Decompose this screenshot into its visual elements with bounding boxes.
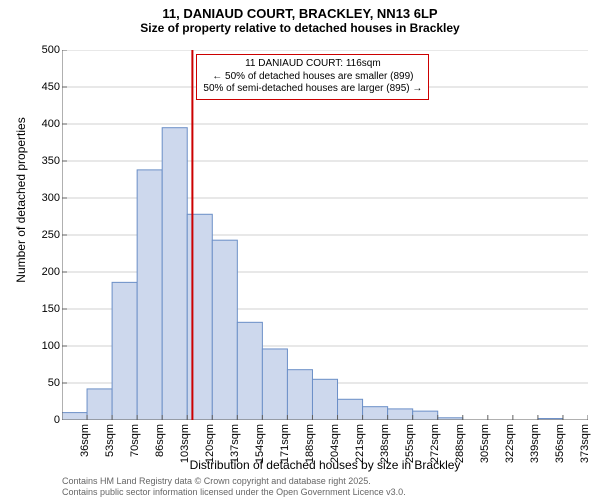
- y-tick-label: 0: [32, 414, 60, 426]
- info-box: 11 DANIAUD COURT: 116sqm ← 50% of detach…: [196, 54, 429, 100]
- x-tick-label: 70sqm: [129, 424, 141, 457]
- x-tick-label: 305sqm: [479, 424, 491, 463]
- info-line-3: 50% of semi-detached houses are larger (…: [203, 83, 422, 96]
- y-tick-label: 350: [32, 155, 60, 167]
- y-ticks: 050100150200250300350400450500: [32, 50, 60, 420]
- x-tick-label: 86sqm: [154, 424, 166, 457]
- y-tick-label: 400: [32, 118, 60, 130]
- footer: Contains HM Land Registry data © Crown c…: [62, 476, 406, 498]
- x-tick-label: 322sqm: [504, 424, 516, 463]
- x-tick-label: 154sqm: [254, 424, 266, 463]
- chart-container: 11, DANIAUD COURT, BRACKLEY, NN13 6LP Si…: [0, 0, 600, 500]
- x-tick-label: 103sqm: [179, 424, 191, 463]
- y-tick-label: 100: [32, 340, 60, 352]
- info-line-2: ← 50% of detached houses are smaller (89…: [203, 71, 422, 84]
- x-tick-label: 204sqm: [329, 424, 341, 463]
- y-tick-label: 200: [32, 266, 60, 278]
- y-axis-label: Number of detached properties: [14, 80, 28, 320]
- y-tick-label: 450: [32, 81, 60, 93]
- x-tick-label: 288sqm: [454, 424, 466, 463]
- x-tick-label: 188sqm: [304, 424, 316, 463]
- x-tick-label: 171sqm: [279, 424, 291, 463]
- x-tick-label: 137sqm: [229, 424, 241, 463]
- x-tick-label: 373sqm: [579, 424, 591, 463]
- plot-area: 11 DANIAUD COURT: 116sqm ← 50% of detach…: [62, 50, 588, 420]
- x-tick-label: 255sqm: [404, 424, 416, 463]
- x-tick-label: 339sqm: [529, 424, 541, 463]
- x-tick-label: 53sqm: [104, 424, 116, 457]
- x-tick-label: 221sqm: [354, 424, 366, 463]
- chart-subtitle: Size of property relative to detached ho…: [0, 21, 600, 35]
- y-tick-label: 50: [32, 377, 60, 389]
- footer-line-1: Contains HM Land Registry data © Crown c…: [62, 476, 406, 487]
- y-tick-label: 150: [32, 303, 60, 315]
- x-tick-label: 120sqm: [204, 424, 216, 463]
- x-tick-label: 238sqm: [379, 424, 391, 463]
- footer-line-2: Contains public sector information licen…: [62, 487, 406, 498]
- histogram-svg: [62, 50, 588, 420]
- x-ticks: 36sqm 53sqm 70sqm 86sqm 103sqm 120sqm 137sqm 15…: [62, 420, 588, 460]
- y-tick-label: 250: [32, 229, 60, 241]
- y-tick-label: 300: [32, 192, 60, 204]
- info-line-1: 11 DANIAUD COURT: 116sqm: [203, 58, 422, 71]
- x-tick-label: 356sqm: [554, 424, 566, 463]
- x-tick-label: 272sqm: [429, 424, 441, 463]
- x-tick-label: 36sqm: [79, 424, 91, 457]
- chart-title: 11, DANIAUD COURT, BRACKLEY, NN13 6LP: [0, 0, 600, 21]
- y-tick-label: 500: [32, 44, 60, 56]
